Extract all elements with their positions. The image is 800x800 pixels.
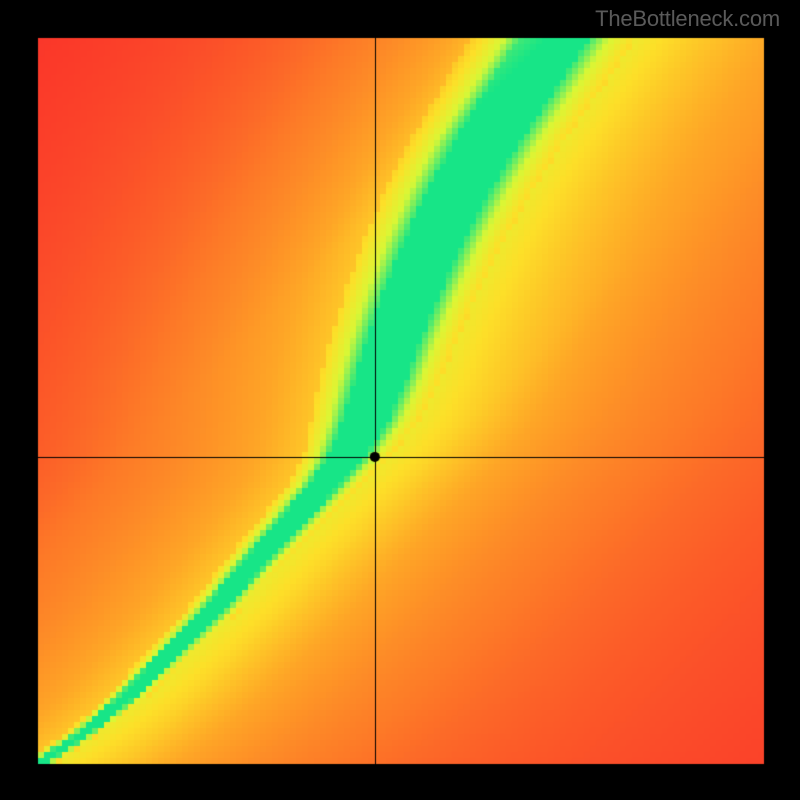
watermark-text: TheBottleneck.com: [595, 6, 780, 32]
heatmap-canvas: [0, 0, 800, 800]
chart-container: TheBottleneck.com: [0, 0, 800, 800]
